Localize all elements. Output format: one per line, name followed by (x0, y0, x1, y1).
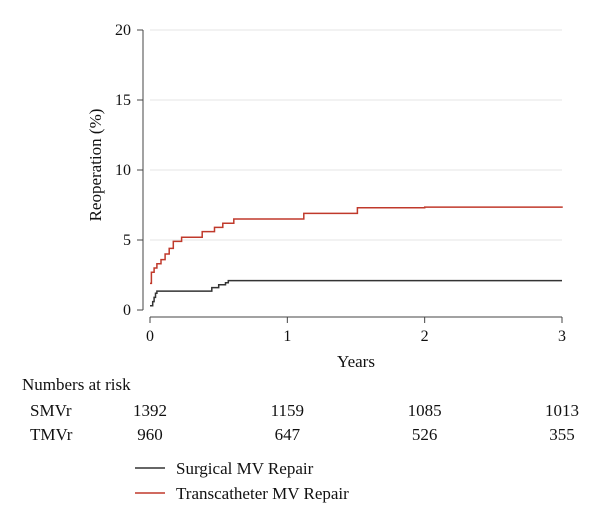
legend-label: Surgical MV Repair (176, 459, 314, 478)
surgical-series-line (150, 279, 562, 307)
risk-cell: 647 (275, 425, 301, 444)
x-tick-label: 0 (146, 328, 154, 345)
x-tick-label: 3 (558, 328, 566, 345)
y-tick-label: 10 (115, 162, 131, 179)
risk-table: Numbers at risk SMVr 1392 1159 1085 1013 TMVr… (22, 375, 579, 444)
series-lines (150, 206, 563, 307)
risk-cell: 1085 (408, 401, 442, 420)
transcatheter-series-line (150, 206, 563, 285)
risk-cell: 1159 (271, 401, 304, 420)
risk-cell: 960 (137, 425, 163, 444)
ticks: 0 5 10 15 20 0 1 2 3 (115, 22, 566, 345)
y-tick-label: 20 (115, 22, 131, 39)
x-tick-label: 2 (421, 328, 429, 345)
y-tick-label: 5 (123, 232, 131, 249)
risk-cell: 526 (412, 425, 438, 444)
risk-row-label: TMVr (30, 425, 73, 444)
risk-row-label: SMVr (30, 401, 72, 420)
y-axis-title: Reoperation (%) (86, 109, 105, 222)
risk-table-title: Numbers at risk (22, 375, 131, 394)
legend-label: Transcatheter MV Repair (176, 484, 349, 503)
legend: Surgical MV Repair Transcatheter MV Repai… (135, 459, 349, 503)
risk-cell: 1013 (545, 401, 579, 420)
gridlines (150, 29, 562, 241)
y-tick-label: 15 (115, 92, 131, 109)
axes (142, 30, 562, 318)
x-axis-title: Years (337, 352, 375, 371)
risk-cell: 355 (549, 425, 575, 444)
x-tick-label: 1 (283, 328, 291, 345)
y-tick-label: 0 (123, 302, 131, 319)
risk-cell: 1392 (133, 401, 167, 420)
